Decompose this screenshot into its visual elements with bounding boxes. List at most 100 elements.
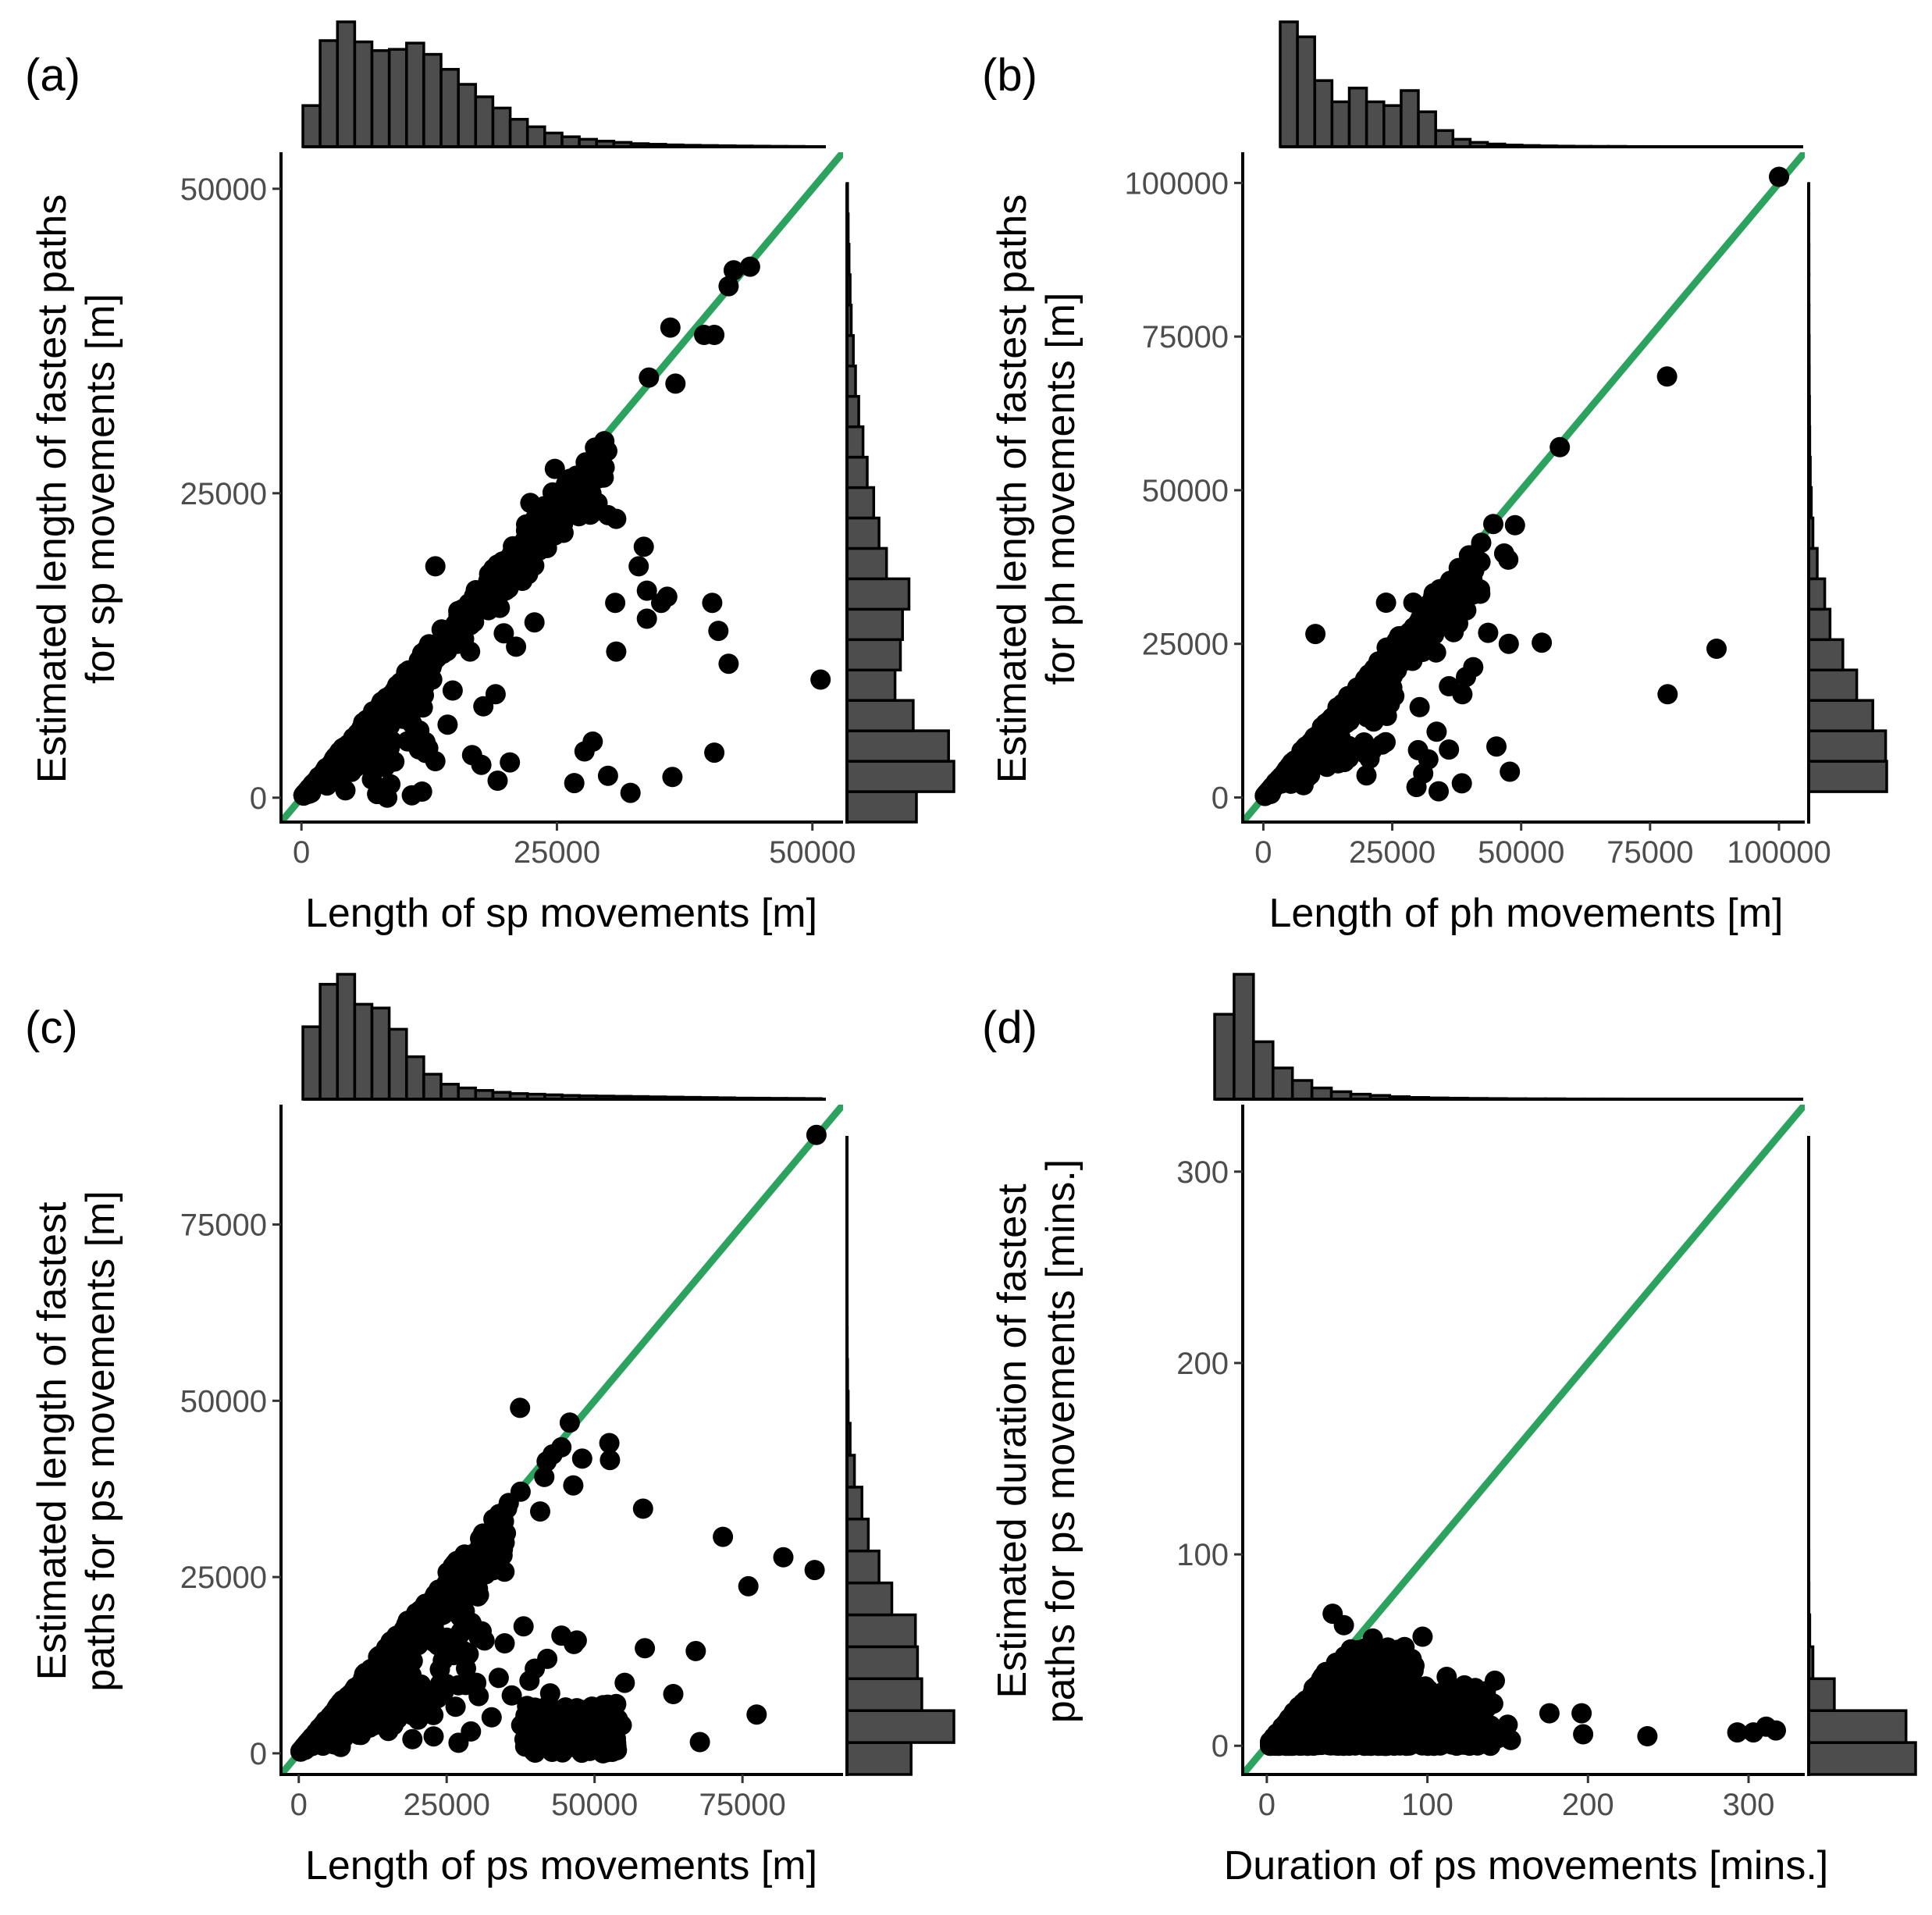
right-histogram-bar [845, 1645, 920, 1681]
data-point [1439, 676, 1460, 696]
data-point [1415, 617, 1436, 638]
data-point [530, 515, 551, 536]
data-point [1403, 593, 1424, 613]
y-tick-label: 75000 [1142, 320, 1229, 354]
data-point [411, 730, 432, 751]
data-point [656, 586, 678, 607]
right-histogram-bar [845, 1677, 923, 1712]
data-point [377, 787, 398, 808]
data-point [1451, 773, 1472, 794]
data-point [487, 771, 508, 791]
data-point [539, 1683, 560, 1704]
top-histogram-bar [543, 131, 564, 148]
data-point [513, 1616, 534, 1637]
data-point [471, 1552, 493, 1573]
data-point [1450, 1720, 1471, 1741]
top-histogram-bar [1272, 1066, 1294, 1101]
y-tick-label: 0 [250, 781, 267, 816]
top-histogram-bar [439, 1083, 460, 1101]
panel-c-y-axis-title-line1: Estimated length of fastest [30, 1201, 75, 1680]
data-point [605, 593, 626, 614]
top-histogram-bar [370, 1006, 391, 1101]
data-point [481, 1707, 502, 1728]
data-point [1483, 514, 1503, 535]
data-point [662, 767, 683, 788]
data-point [1423, 1716, 1444, 1737]
right-histogram-bar [845, 394, 860, 429]
top-histogram-bar [1213, 1013, 1236, 1101]
data-point [1300, 749, 1322, 770]
data-point [746, 1704, 767, 1725]
data-point [708, 621, 729, 642]
top-histogram-bar [405, 1055, 425, 1101]
data-point [1482, 1693, 1503, 1714]
data-point [425, 556, 446, 577]
data-point [544, 458, 565, 479]
right-histogram-bar [845, 546, 888, 581]
data-point [1384, 685, 1405, 707]
x-tick-label: 25000 [514, 835, 600, 870]
data-point [1446, 1701, 1467, 1722]
top-histogram-bar [1382, 104, 1403, 148]
data-point [1532, 632, 1553, 653]
data-point [599, 1433, 620, 1454]
data-point [635, 1638, 656, 1659]
top-histogram-bar [336, 973, 357, 1101]
data-point [530, 1501, 550, 1522]
data-point [501, 1685, 522, 1706]
data-point [506, 636, 527, 657]
top-histogram-bar [1417, 110, 1437, 148]
data-point [633, 536, 654, 557]
x-tick-label: 75000 [699, 1788, 786, 1822]
data-point [1339, 1735, 1360, 1757]
x-tick-label: 50000 [551, 1788, 638, 1822]
y-tick-label: 0 [1212, 781, 1229, 816]
top-histogram-bar [318, 39, 339, 148]
data-point [1504, 514, 1525, 536]
right-histogram-bar [1807, 1709, 1908, 1744]
data-point [466, 1672, 487, 1693]
data-point [1539, 1703, 1560, 1724]
data-point [1356, 765, 1377, 786]
data-point [1277, 769, 1297, 790]
top-histogram-bar [353, 40, 374, 148]
data-point [1500, 761, 1521, 782]
top-histogram-bar [439, 68, 460, 148]
x-tick-label: 0 [293, 835, 310, 870]
top-histogram-bar [525, 125, 546, 148]
right-histogram-bar [1807, 1741, 1917, 1776]
data-point [1498, 633, 1519, 654]
top-histogram-bar [1347, 87, 1368, 148]
y-tick-label: 25000 [1142, 628, 1229, 662]
data-point [551, 1712, 572, 1733]
panel-a-label: (a) [25, 50, 80, 101]
top-histogram-bar [318, 983, 339, 1101]
data-point [412, 1626, 433, 1647]
data-point [1458, 545, 1479, 566]
data-point [336, 1708, 357, 1729]
right-histogram-bar [1807, 577, 1827, 611]
panel-d-y-axis-title-line1: Estimated duration of fastest [990, 1184, 1035, 1699]
x-tick-label: 25000 [404, 1788, 490, 1822]
data-point [718, 276, 739, 297]
top-histogram-bar [457, 83, 478, 148]
top-histogram-bar [387, 1027, 408, 1101]
data-point [297, 784, 318, 805]
data-point [411, 781, 432, 802]
data-point [665, 373, 686, 394]
data-point [556, 507, 577, 528]
data-point [702, 593, 723, 614]
data-point [316, 775, 337, 796]
data-point [1317, 729, 1338, 750]
data-point [597, 765, 618, 786]
data-point [1657, 684, 1678, 705]
scatter-points [290, 1124, 827, 1764]
data-point [383, 1714, 404, 1735]
right-histogram-bar [1807, 760, 1888, 793]
data-point [442, 622, 463, 643]
data-point [362, 737, 382, 758]
x-tick-label: 100000 [1727, 835, 1831, 870]
data-point [1429, 781, 1449, 802]
right-histogram-bar [1807, 729, 1888, 763]
right-histogram-bar [845, 516, 881, 550]
